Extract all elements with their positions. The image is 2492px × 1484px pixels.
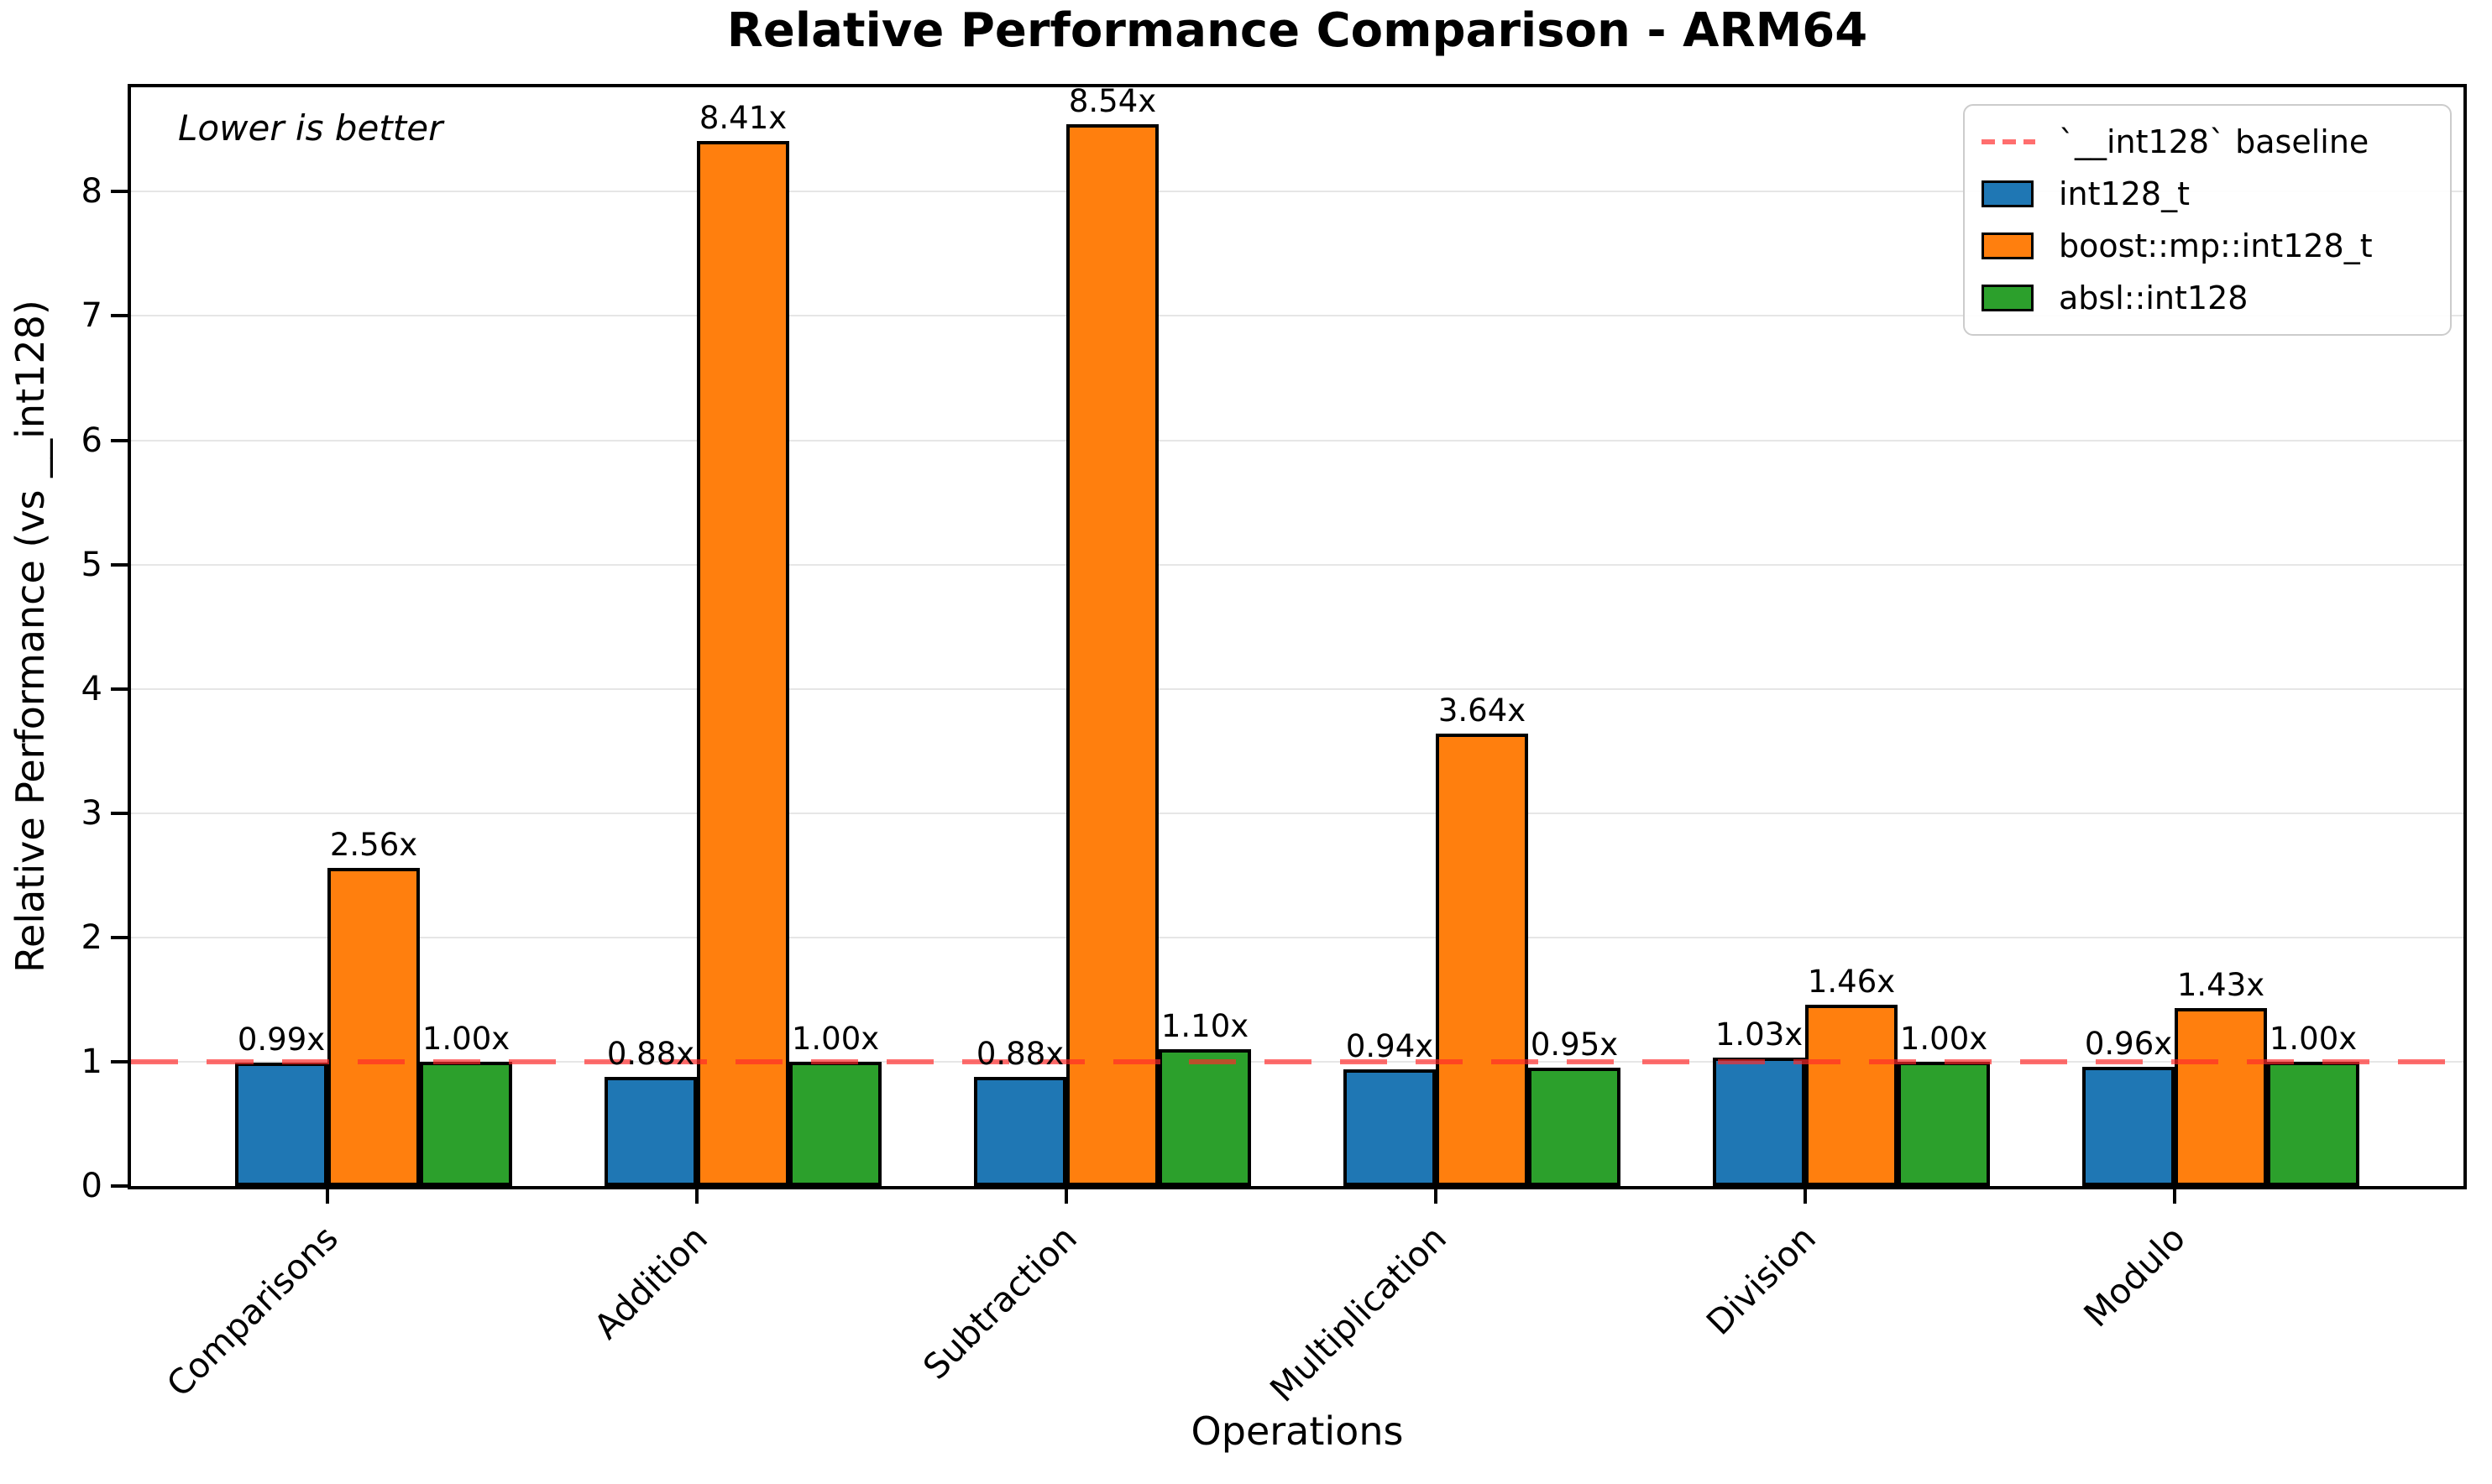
x-tick-label-comparisons: Comparisons — [159, 1218, 346, 1405]
bar-value-label: 0.95x — [1530, 1027, 1619, 1063]
x-tick-mark — [1434, 1189, 1437, 1204]
bar-value-label: 1.46x — [1807, 963, 1896, 1000]
bar-value-label: 2.56x — [329, 826, 418, 863]
y-tick-mark — [111, 687, 128, 691]
legend-swatch-column — [1982, 139, 2035, 144]
x-tick-mark — [1065, 1189, 1068, 1204]
y-tick-label: 7 — [81, 296, 102, 336]
y-tick-label: 5 — [81, 545, 102, 584]
y-tick-mark — [111, 562, 128, 567]
bar-boost::mp::int128_t-Modulo — [2175, 1008, 2267, 1186]
y-tick-mark — [111, 1184, 128, 1188]
bar-int128_t-Modulo — [2082, 1066, 2175, 1186]
legend-row: absl::int128 — [1982, 272, 2433, 324]
bar-boost::mp::int128_t-Subtraction — [1066, 124, 1159, 1186]
gridline — [131, 687, 2463, 690]
x-tick-mark — [2173, 1189, 2176, 1204]
bar-value-label: 0.94x — [1345, 1027, 1434, 1064]
bar-boost::mp::int128_t-Multiplication — [1436, 734, 1528, 1186]
bar-value-label: 1.43x — [2176, 967, 2265, 1004]
x-tick-label-division: Division — [1699, 1218, 1824, 1343]
legend-swatch-column — [1982, 285, 2035, 311]
y-tick-mark — [111, 1059, 128, 1063]
plot-area: 0.99x 2.56x 1.00x 0.88x 8.41x 1.00x 0.88x 8.54x… — [128, 83, 2467, 1189]
y-tick-mark — [111, 935, 128, 939]
bar-value-label: 0.88x — [606, 1035, 695, 1072]
bar-absl::int128-Division — [1898, 1061, 1990, 1186]
annotation-lower-is-better: Lower is better — [178, 107, 443, 149]
y-tick-label: 3 — [81, 793, 102, 833]
x-tick-label-subtraction: Subtraction — [915, 1218, 1085, 1387]
bar-value-label: 0.99x — [237, 1022, 326, 1058]
legend-swatch-column — [1982, 233, 2035, 259]
gridline — [131, 936, 2463, 938]
gridline — [131, 439, 2463, 442]
legend-row: int128_t — [1982, 168, 2433, 220]
gridline — [131, 191, 2463, 193]
y-tick-label: 2 — [81, 917, 102, 957]
bar-absl::int128-Addition — [789, 1061, 882, 1186]
legend-label: `__int128` baseline — [2059, 123, 2369, 160]
y-tick-label: 4 — [81, 669, 102, 708]
bar-boost::mp::int128_t-Comparisons — [327, 867, 420, 1186]
bar-absl::int128-Subtraction — [1159, 1049, 1251, 1186]
bar-absl::int128-Multiplication — [1528, 1068, 1620, 1186]
legend-dash-sample — [1982, 139, 2035, 144]
x-tick-label-addition: Addition — [586, 1218, 715, 1347]
bar-value-label: 3.64x — [1437, 692, 1526, 729]
y-tick-mark — [111, 314, 128, 318]
bar-int128_t-Multiplication — [1343, 1069, 1436, 1186]
bar-int128_t-Division — [1713, 1058, 1805, 1186]
legend-swatch-column — [1982, 180, 2035, 207]
bar-value-label: 1.00x — [2269, 1020, 2358, 1057]
chart-title: Relative Performance Comparison - ARM64 — [726, 3, 1868, 58]
gridline — [131, 563, 2463, 566]
legend-row: boost::mp::int128_t — [1982, 220, 2433, 272]
y-tick-mark — [111, 811, 128, 815]
y-tick-label: 8 — [81, 172, 102, 212]
bar-value-label: 1.00x — [1899, 1020, 1988, 1057]
x-axis-label: Operations — [1191, 1408, 1404, 1454]
bar-absl::int128-Modulo — [2267, 1061, 2359, 1186]
bar-value-label: 1.00x — [421, 1020, 510, 1057]
bar-value-label: 1.10x — [1160, 1008, 1249, 1045]
bar-int128_t-Addition — [605, 1076, 697, 1186]
y-tick-label: 0 — [81, 1167, 102, 1205]
bar-boost::mp::int128_t-Addition — [697, 140, 789, 1186]
legend-color-patch — [1982, 233, 2034, 259]
gridline — [131, 315, 2463, 317]
bar-value-label: 1.03x — [1715, 1016, 1804, 1053]
y-axis-label: Relative Performance (vs __int128) — [8, 300, 53, 973]
legend-label: int128_t — [2059, 175, 2190, 212]
bar-absl::int128-Comparisons — [420, 1061, 512, 1186]
x-tick-mark — [695, 1189, 699, 1204]
x-tick-label-modulo: Modulo — [2076, 1218, 2193, 1335]
legend-color-patch — [1982, 180, 2034, 207]
y-tick-mark — [111, 438, 128, 442]
y-tick-label: 1 — [81, 1042, 102, 1081]
bar-value-label: 0.88x — [976, 1035, 1065, 1072]
legend-color-patch — [1982, 285, 2034, 311]
bar-value-label: 0.96x — [2084, 1025, 2173, 1062]
baseline-dashed-line — [131, 1058, 2463, 1064]
bar-value-label: 8.41x — [699, 99, 788, 136]
legend-row: `__int128` baseline — [1982, 116, 2433, 168]
gridline — [131, 812, 2463, 814]
x-tick-label-multiplication: Multiplication — [1262, 1218, 1454, 1410]
bar-boost::mp::int128_t-Division — [1805, 1004, 1898, 1186]
bar-int128_t-Comparisons — [235, 1063, 327, 1186]
y-tick-label: 6 — [81, 421, 102, 460]
bar-value-label: 1.00x — [791, 1020, 880, 1057]
bar-int128_t-Subtraction — [974, 1076, 1066, 1186]
x-tick-mark — [326, 1189, 329, 1204]
legend-label: boost::mp::int128_t — [2059, 227, 2373, 264]
bar-value-label: 8.54x — [1068, 83, 1157, 120]
y-tick-mark — [111, 190, 128, 194]
x-tick-mark — [1804, 1189, 1807, 1204]
legend-label: absl::int128 — [2059, 280, 2249, 316]
